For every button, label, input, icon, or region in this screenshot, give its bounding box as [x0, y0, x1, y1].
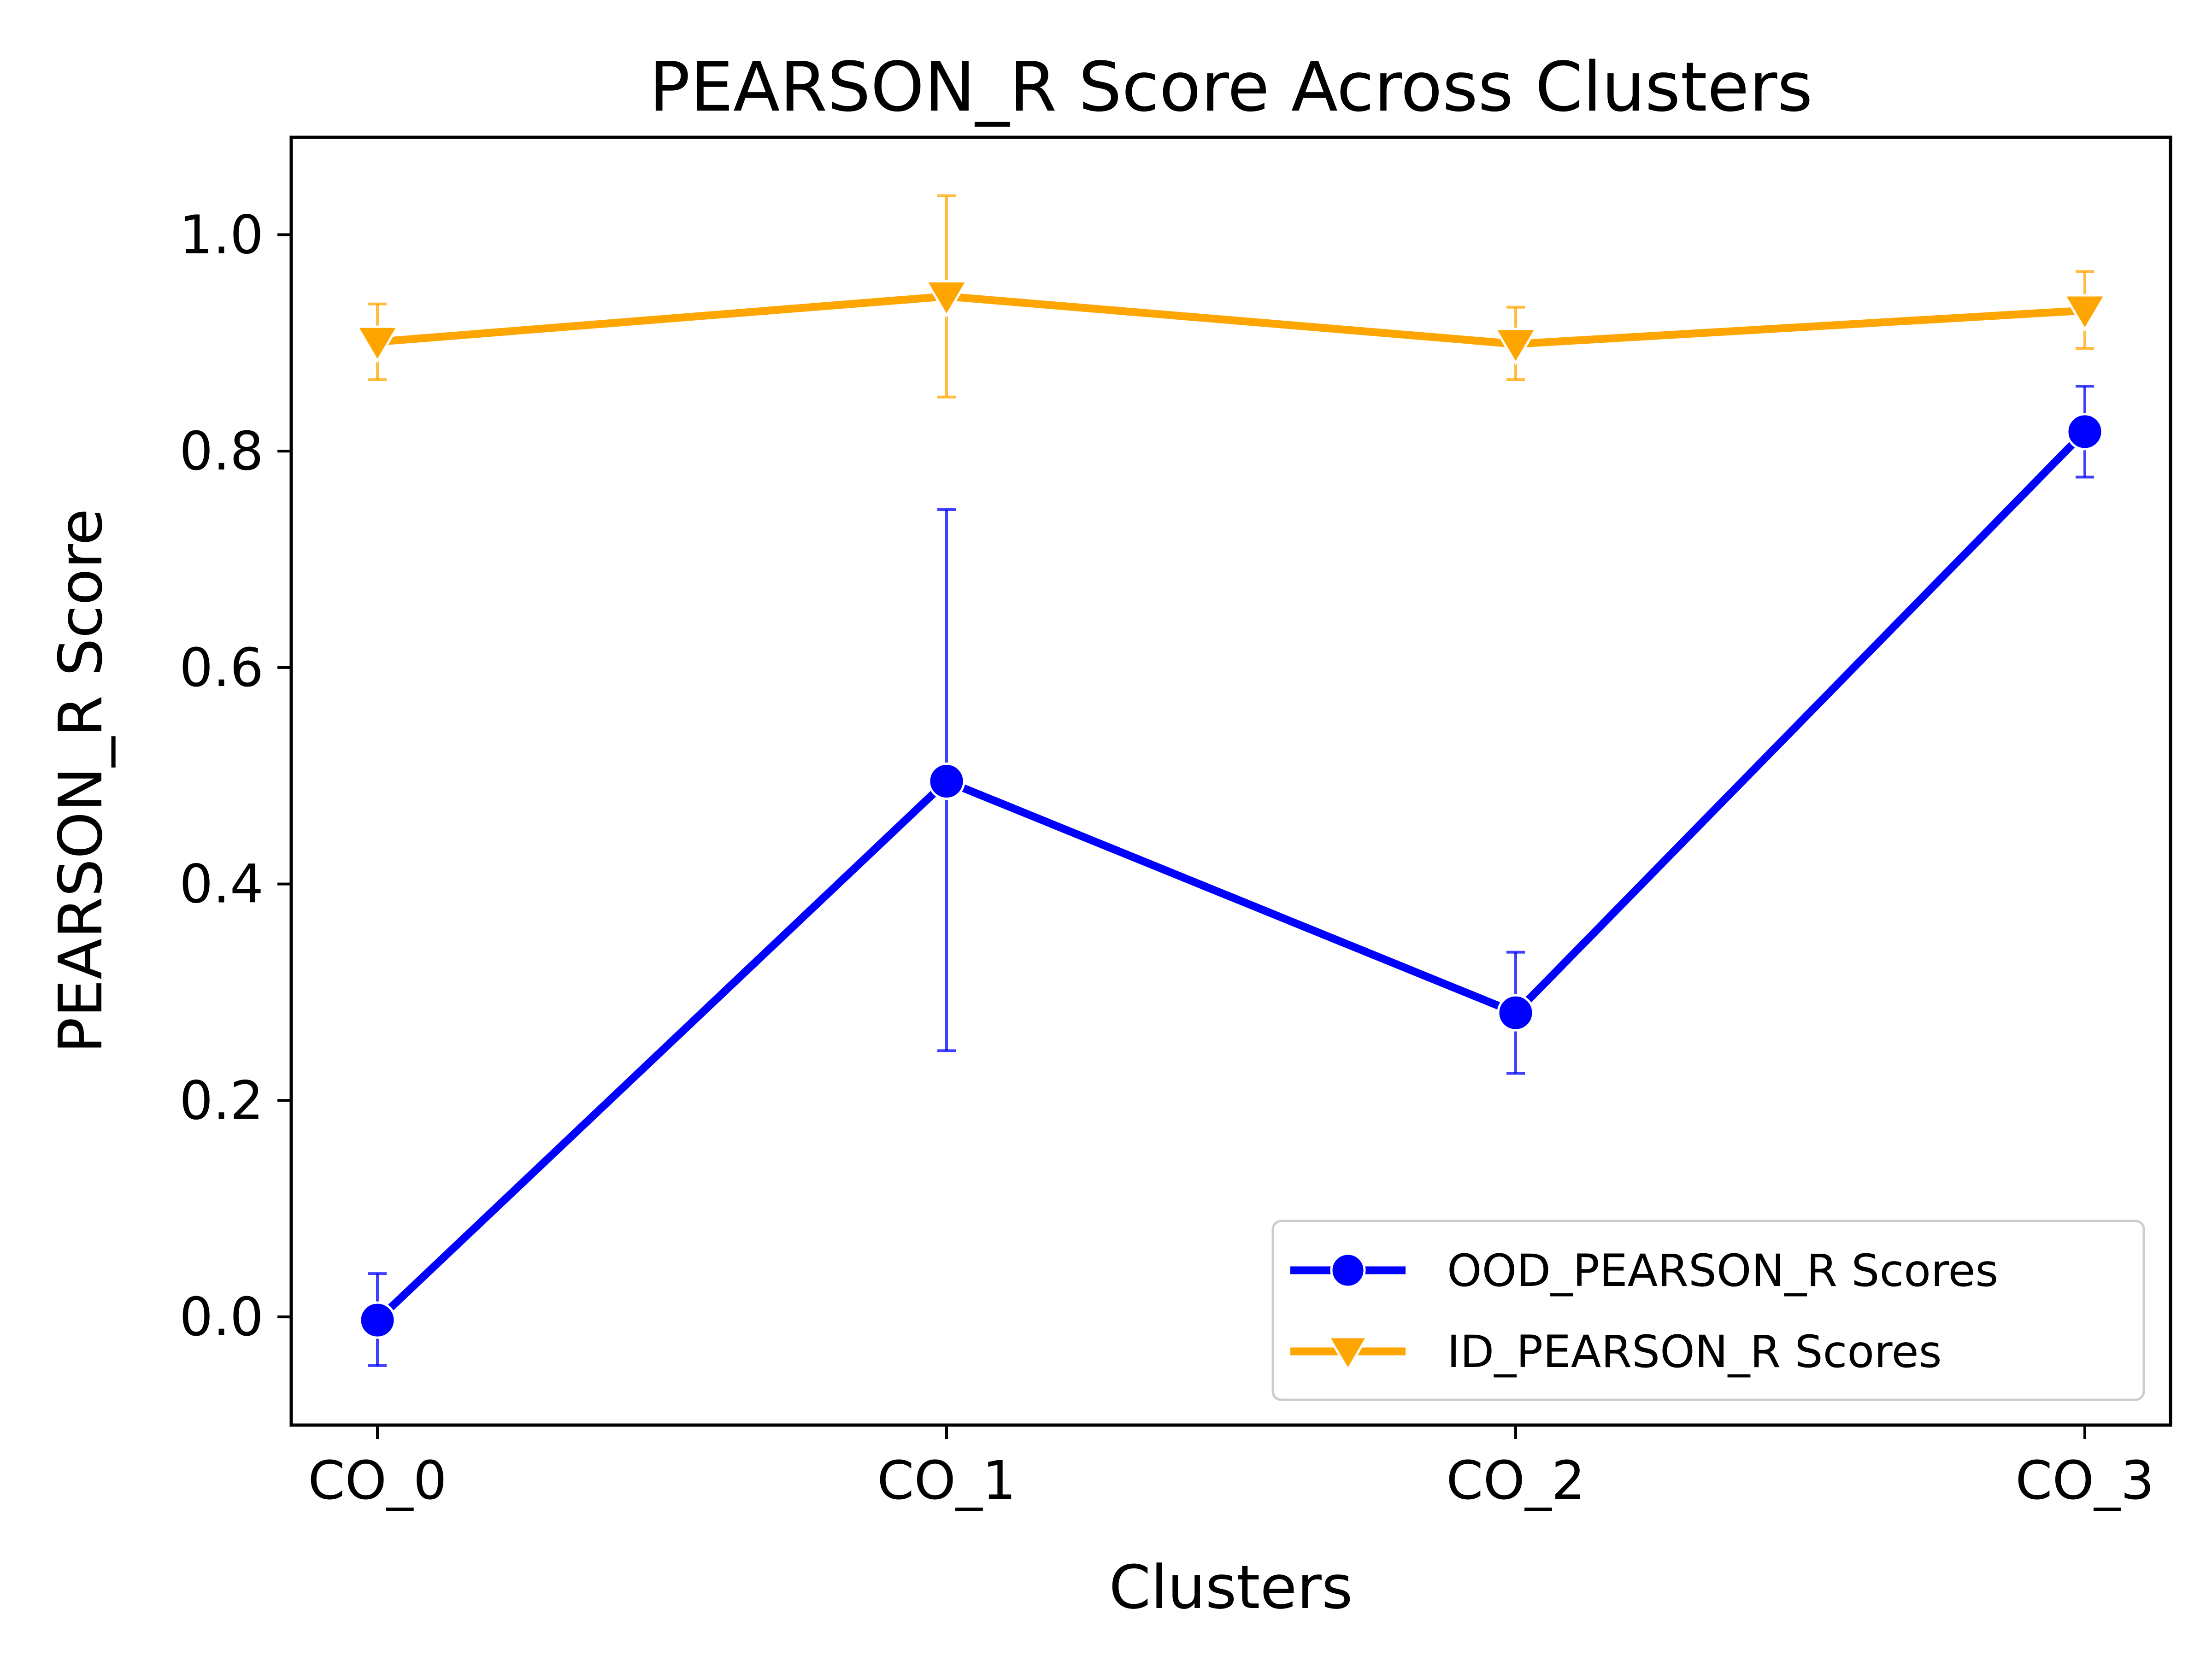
data-point: [1497, 994, 1535, 1032]
x-axis: CO_0 CO_1 CO_2 CO_3: [308, 1425, 2154, 1512]
x-axis-title: Clusters: [1109, 1552, 1353, 1622]
legend-label: ID_PEARSON_R Scores: [1447, 1326, 1942, 1378]
data-point: [359, 1301, 396, 1339]
legend-swatch-marker: [1327, 1336, 1369, 1372]
x-tick-label: CO_3: [2015, 1450, 2154, 1512]
legend-label: OOD_PEARSON_R Scores: [1447, 1245, 1998, 1297]
series-ood: [359, 385, 2104, 1367]
series-line: [375, 428, 2088, 1323]
y-axis-title: PEARSON_R Score: [46, 509, 116, 1054]
x-tick-label: CO_1: [877, 1450, 1016, 1512]
data-point: [1493, 328, 1538, 366]
plot-frame: [289, 135, 2172, 1427]
series-layer: [355, 194, 2107, 1367]
series-line: [377, 292, 2085, 348]
y-tick-label: 0.8: [179, 421, 264, 482]
y-tick-label: 0.0: [179, 1286, 264, 1348]
legend-swatch-marker: [1330, 1252, 1366, 1288]
legend-entries: OOD_PEARSON_R Scores ID_PEARSON_R Scores: [1290, 1245, 1998, 1378]
data-point: [924, 280, 969, 318]
data-point: [928, 763, 965, 800]
y-tick-label: 0.2: [179, 1070, 264, 1132]
data-point: [2066, 413, 2104, 451]
legend-box: [1271, 1220, 2145, 1401]
data-point: [2062, 294, 2107, 332]
x-tick-label: CO_0: [308, 1450, 447, 1512]
y-axis: 0.0 0.2 0.4 0.6 0.8 1.0: [179, 204, 291, 1348]
y-tick-label: 0.6: [179, 637, 264, 699]
y-tick-label: 1.0: [179, 204, 264, 266]
data-point: [355, 325, 400, 364]
series-id: [355, 194, 2107, 399]
x-tick-label: CO_2: [1446, 1450, 1585, 1512]
chart-title: PEARSON_R Score Across Clusters: [649, 47, 1812, 127]
y-tick-label: 0.4: [179, 854, 264, 916]
legend: OOD_PEARSON_R Scores ID_PEARSON_R Scores: [1271, 1220, 2145, 1401]
